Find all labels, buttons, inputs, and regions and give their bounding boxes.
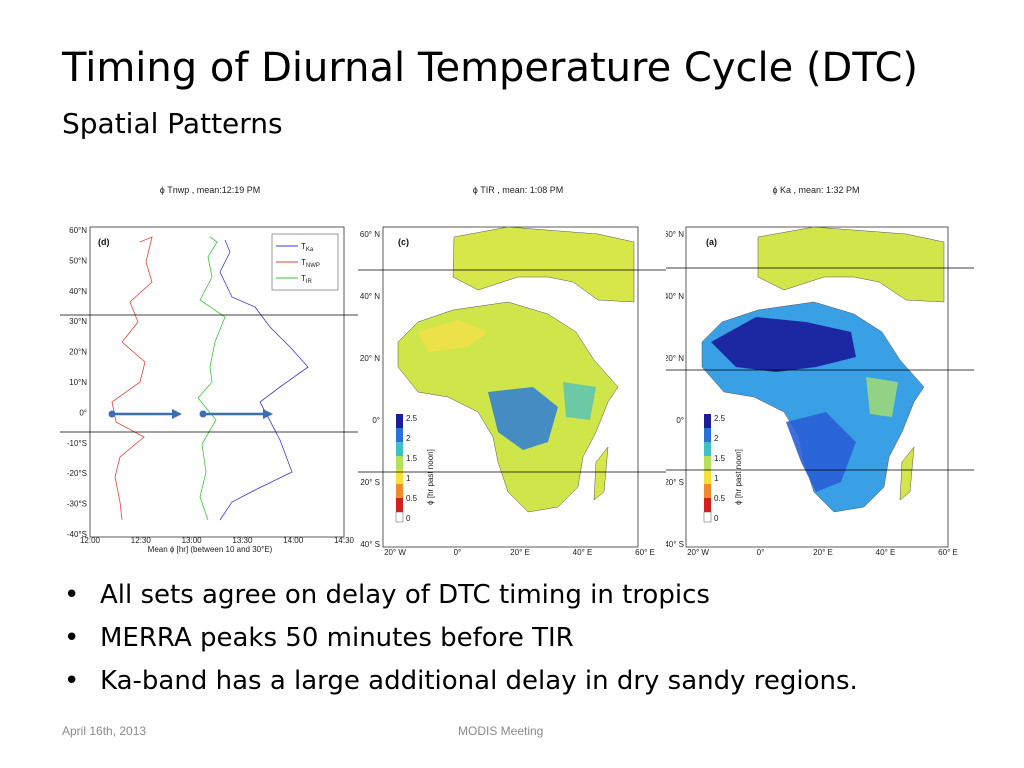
ka-map-figure: ϕ Ka , mean: 1:32 PM 2.5 2 1.5 1 0.5 0 ϕ [hr … <box>666 182 974 557</box>
tir-lon-tick-label: 60° E <box>635 548 655 557</box>
ka-map-africa <box>701 226 945 513</box>
profile-x-tick-label: 14:30 <box>334 536 355 545</box>
tir-lat-tick-label: 0° <box>372 416 380 425</box>
bullet-glyph: • <box>64 623 80 653</box>
ka-lat-tick-label: 20° N <box>666 354 684 363</box>
bullet-item: • All sets agree on delay of DTC timing i… <box>62 574 858 617</box>
footer-date: April 16th, 2013 <box>62 724 147 738</box>
tir-lat-tick-label: 60° N <box>360 230 380 239</box>
tir-lon-tick-label: 20° W <box>384 548 406 557</box>
tir-lon-tick-label: 40° E <box>573 548 593 557</box>
ka-colorbar-label: ϕ [hr past noon] <box>734 449 743 505</box>
tir-map-colorbar <box>395 414 404 523</box>
ka-colorbar-tick-label: 2.5 <box>714 414 726 423</box>
profile-y-tick-label: 60°N <box>69 226 87 235</box>
profile-x-axis-label: Mean ϕ [hr] (between 10 and 30°E) <box>148 545 273 554</box>
bullet-text: Ka-band has a large additional delay in … <box>100 666 858 696</box>
ka-lon-tick-label: 60° E <box>938 548 958 557</box>
tir-map-figure: ϕ TIR , mean: 1:08 PM 2.5 2 1.5 1 0.5 0 ϕ [hr… <box>358 182 666 557</box>
slide-title: Timing of Diurnal Temperature Cycle (DTC… <box>62 45 918 91</box>
tir-lat-tick-label: 40° S <box>360 540 380 549</box>
legend-entry-nwp: TNWP <box>301 258 320 269</box>
tir-lat-tick-label: 20° S <box>360 478 380 487</box>
ka-lon-tick-label: 20° W <box>687 548 709 557</box>
ka-colorbar-tick-label: 0.5 <box>714 494 726 503</box>
tir-map-panel-title: ϕ TIR , mean: 1:08 PM <box>473 185 564 195</box>
profile-y-tick-label: 0° <box>79 408 87 417</box>
tir-colorbar-tick-label: 0 <box>406 514 411 523</box>
ka-colorbar-tick-label: 1.5 <box>714 454 726 463</box>
footer-event: MODIS Meeting <box>458 724 544 738</box>
profile-x-tick-label: 13:00 <box>182 536 203 545</box>
bullet-list: • All sets agree on delay of DTC timing i… <box>62 574 858 703</box>
arrow-head-nwp <box>172 409 182 419</box>
ka-lon-tick-label: 20° E <box>813 548 833 557</box>
profile-y-tick-label: 20°N <box>69 348 87 357</box>
profile-y-tick-label: 40°N <box>69 287 87 296</box>
ka-lat-tick-label: 60° N <box>666 230 684 239</box>
bullet-item: • Ka-band has a large additional delay in… <box>62 660 858 703</box>
profile-figure: ϕ Tnwp , mean:12:19 PM (d) 60°N 50°N 40°N 3… <box>60 182 358 557</box>
tir-colorbar-tick-label: 0.5 <box>406 494 418 503</box>
profile-x-tick-label: 14:00 <box>283 536 304 545</box>
tir-lon-tick-label: 0° <box>454 548 462 557</box>
legend-entry-ir: TIR <box>301 274 313 285</box>
profile-y-tick-label: -30°S <box>67 500 87 509</box>
ka-lat-tick-label: 0° <box>676 416 684 425</box>
profile-x-tick-label: 12:00 <box>80 536 101 545</box>
bullet-glyph: • <box>64 580 80 610</box>
tir-map-africa <box>397 226 635 513</box>
tir-lat-tick-label: 20° N <box>360 354 380 363</box>
ka-lat-tick-label: 40° S <box>666 540 684 549</box>
profile-x-tick-label: 12:30 <box>131 536 152 545</box>
profile-y-tick-label: 50°N <box>69 256 87 265</box>
arrow-start-dot-nwp <box>108 410 116 418</box>
profile-legend: TKa TNWP TIR <box>271 233 339 291</box>
tir-map-panel-label: (c) <box>398 237 409 247</box>
arrow-head-ir <box>263 409 273 419</box>
ka-map-colorbar <box>703 414 712 523</box>
ka-lon-tick-label: 0° <box>757 548 765 557</box>
tir-lat-tick-label: 40° N <box>360 292 380 301</box>
bullet-glyph: • <box>64 666 80 696</box>
bullet-text: MERRA peaks 50 minutes before TIR <box>100 623 574 653</box>
ka-colorbar-tick-label: 1 <box>714 474 719 483</box>
ka-map-panel-title: ϕ Ka , mean: 1:32 PM <box>772 185 859 195</box>
series-line-ir <box>197 236 226 521</box>
ka-lon-tick-label: 40° E <box>876 548 896 557</box>
profile-y-tick-label: 30°N <box>69 317 87 326</box>
profile-x-tick-label: 13:30 <box>232 536 253 545</box>
tir-colorbar-tick-label: 1.5 <box>406 454 418 463</box>
ka-lat-tick-label: 40° N <box>666 292 684 301</box>
profile-y-tick-label: 10°N <box>69 378 87 387</box>
tir-colorbar-tick-label: 2 <box>406 434 411 443</box>
profile-panel-title: ϕ Tnwp , mean:12:19 PM <box>160 185 261 195</box>
slide-subtitle: Spatial Patterns <box>62 107 283 140</box>
bullet-item: • MERRA peaks 50 minutes before TIR <box>62 617 858 660</box>
ka-colorbar-tick-label: 2 <box>714 434 719 443</box>
profile-y-tick-label: -40°S <box>67 530 87 539</box>
profile-y-tick-label: -10°S <box>67 439 87 448</box>
series-line-nwp <box>111 236 153 521</box>
ka-lat-tick-label: 20° S <box>666 478 684 487</box>
profile-panel-label: (d) <box>98 237 110 247</box>
arrow-start-dot-ir <box>199 410 207 418</box>
ka-colorbar-tick-label: 0 <box>714 514 719 523</box>
legend-entry-ka: TKa <box>301 242 314 253</box>
tir-lon-tick-label: 20° E <box>510 548 530 557</box>
series-line-ka <box>219 239 309 521</box>
tir-colorbar-tick-label: 1 <box>406 474 411 483</box>
ka-map-panel-label: (a) <box>706 237 717 247</box>
bullet-text: All sets agree on delay of DTC timing in… <box>100 580 710 610</box>
profile-y-tick-label: -20°S <box>67 469 87 478</box>
tir-colorbar-tick-label: 2.5 <box>406 414 418 423</box>
tir-colorbar-label: ϕ [hr past noon] <box>426 449 435 505</box>
